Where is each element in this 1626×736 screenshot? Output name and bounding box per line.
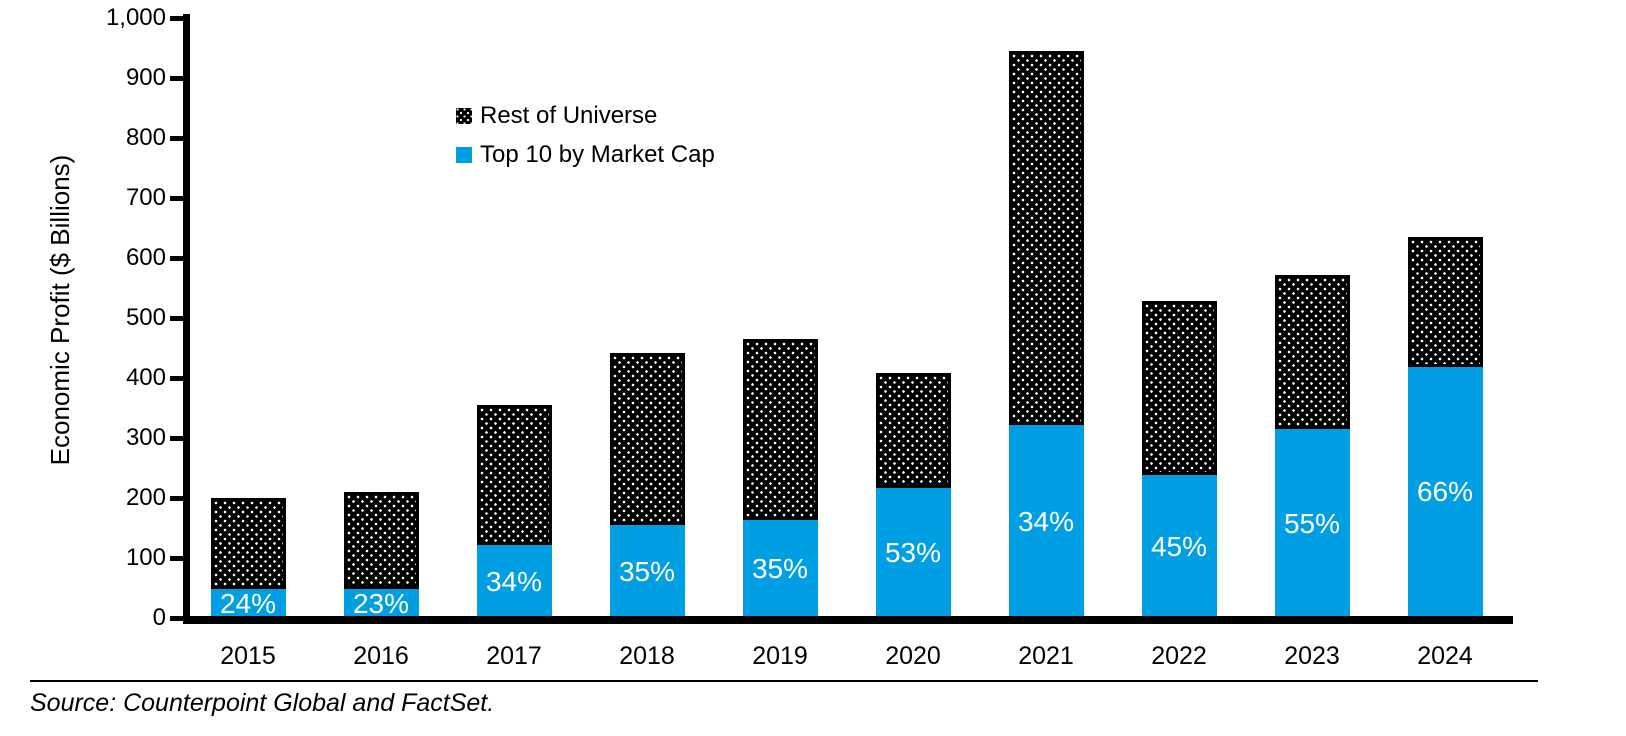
x-axis-year-label: 2019 xyxy=(752,642,808,670)
y-tick-label: 800 xyxy=(125,124,166,151)
x-axis-year-label: 2017 xyxy=(486,642,542,670)
legend-item-top10: Top 10 by Market Cap xyxy=(456,143,715,167)
bar-percent-label: 35% xyxy=(618,555,676,587)
y-tick-label: 200 xyxy=(125,484,166,511)
bar-segment-rest-of-universe xyxy=(875,373,951,489)
y-axis-line xyxy=(183,14,190,624)
bar-percent-label: 35% xyxy=(751,553,809,585)
bar-segment-top10: 23% xyxy=(343,587,419,619)
y-tick-label: 600 xyxy=(125,244,166,271)
y-tick-mark xyxy=(170,15,183,21)
x-axis-year-label: 2018 xyxy=(619,642,675,670)
x-axis-year-label: 2021 xyxy=(1018,642,1074,670)
y-tick-mark xyxy=(170,435,183,441)
x-axis-line xyxy=(183,616,1513,624)
y-tick-mark xyxy=(170,495,183,501)
bar-segment-rest-of-universe xyxy=(1008,51,1084,426)
bar-segment-rest-of-universe xyxy=(476,405,552,546)
y-tick-label: 900 xyxy=(125,64,166,91)
bar-segment-top10: 35% xyxy=(742,520,818,618)
x-axis-year-label: 2024 xyxy=(1417,642,1473,670)
rest-of-universe-swatch-icon xyxy=(456,108,472,124)
bar-percent-label: 45% xyxy=(1150,530,1208,562)
y-tick-mark xyxy=(170,555,183,561)
y-tick-label: 700 xyxy=(125,184,166,211)
bar-segment-rest-of-universe xyxy=(742,339,818,521)
x-axis-year-label: 2023 xyxy=(1284,642,1340,670)
bar-segment-rest-of-universe xyxy=(1141,301,1217,476)
y-tick-label: 1,000 xyxy=(105,4,166,31)
legend-label: Top 10 by Market Cap xyxy=(480,141,715,168)
bar-percent-label: 34% xyxy=(1017,505,1075,537)
bar-segment-rest-of-universe xyxy=(1407,237,1483,367)
bar-segment-top10: 24% xyxy=(210,587,286,619)
x-axis-year-label: 2020 xyxy=(885,642,941,670)
y-tick-label: 300 xyxy=(125,424,166,451)
legend-label: Rest of Universe xyxy=(480,102,658,129)
bar-percent-label: 34% xyxy=(485,565,543,597)
source-note: Source: Counterpoint Global and FactSet. xyxy=(30,689,495,717)
legend: Rest of Universe Top 10 by Market Cap xyxy=(456,104,715,182)
bar-segment-top10: 35% xyxy=(609,525,685,618)
bar-segment-top10: 34% xyxy=(1008,425,1084,618)
bar-percent-label: 24% xyxy=(219,587,277,619)
x-axis-year-label: 2016 xyxy=(353,642,409,670)
bar-segment-top10: 45% xyxy=(1141,475,1217,618)
x-axis-year-label: 2015 xyxy=(220,642,276,670)
x-axis-year-label: 2022 xyxy=(1151,642,1207,670)
bar-segment-rest-of-universe xyxy=(343,492,419,590)
bar-percent-label: 66% xyxy=(1416,476,1474,508)
y-tick-mark xyxy=(170,315,183,321)
y-tick-mark xyxy=(170,615,183,621)
top10-swatch-icon xyxy=(456,147,472,163)
bar-segment-rest-of-universe xyxy=(210,498,286,590)
y-tick-mark xyxy=(170,195,183,201)
y-tick-mark xyxy=(170,135,183,141)
bar-segment-top10: 34% xyxy=(476,545,552,618)
legend-item-rest-of-universe: Rest of Universe xyxy=(456,104,715,128)
bar-percent-label: 23% xyxy=(352,587,410,619)
y-tick-label: 100 xyxy=(125,544,166,571)
y-tick-label: 0 xyxy=(152,604,166,631)
bar-segment-top10: 55% xyxy=(1274,429,1350,618)
y-tick-mark xyxy=(170,75,183,81)
bar-segment-top10: 53% xyxy=(875,488,951,618)
bar-percent-label: 55% xyxy=(1283,507,1341,539)
bar-percent-label: 53% xyxy=(884,537,942,569)
y-tick-mark xyxy=(170,375,183,381)
y-tick-mark xyxy=(170,255,183,261)
bar-segment-rest-of-universe xyxy=(609,352,685,525)
y-tick-label: 500 xyxy=(125,304,166,331)
bar-segment-top10: 66% xyxy=(1407,366,1483,618)
bar-segment-rest-of-universe xyxy=(1274,274,1350,429)
source-divider xyxy=(30,680,1538,682)
y-tick-label: 400 xyxy=(125,364,166,391)
